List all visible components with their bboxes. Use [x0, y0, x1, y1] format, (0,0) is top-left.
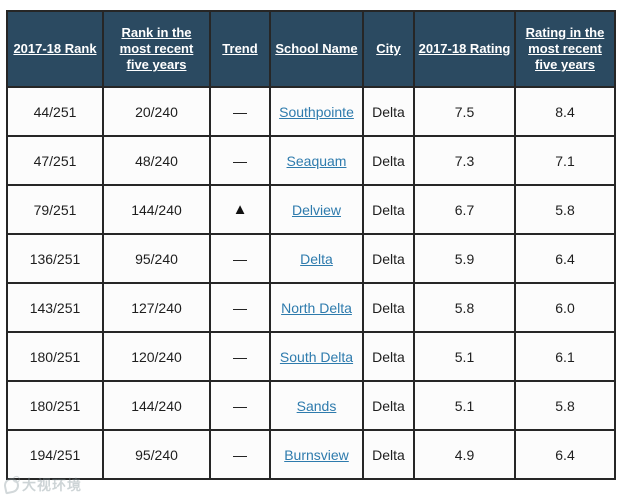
rating-recent-five-years-cell: 6.0 — [514, 282, 616, 333]
school-link[interactable]: Southpointe — [279, 103, 354, 120]
school-name-cell: Burnsview — [269, 429, 364, 480]
rank-cell: 180/251 — [6, 380, 104, 431]
city-cell: Delta — [362, 184, 415, 235]
column-header-city[interactable]: City — [362, 10, 415, 88]
column-header-trend[interactable]: Trend — [209, 10, 271, 88]
rating-cell: 6.7 — [413, 184, 516, 235]
rank-cell: 180/251 — [6, 331, 104, 382]
trend-cell: — — [209, 331, 271, 382]
trend-cell: ▲ — [209, 184, 271, 235]
city-cell: Delta — [362, 86, 415, 137]
rating-recent-five-years-cell: 8.4 — [514, 86, 616, 137]
rating-recent-five-years-cell: 7.1 — [514, 135, 616, 186]
table-row: 44/251 20/240 — Southpointe Delta 7.5 8.… — [6, 86, 616, 137]
city-cell: Delta — [362, 282, 415, 333]
trend-flat-icon: — — [233, 397, 247, 414]
trend-flat-icon: — — [233, 446, 247, 463]
trend-up-icon: ▲ — [232, 201, 248, 218]
rating-recent-five-years-cell: 6.4 — [514, 429, 616, 480]
city-cell: Delta — [362, 233, 415, 284]
trend-flat-icon: — — [233, 152, 247, 169]
school-link[interactable]: Seaquam — [286, 152, 347, 169]
trend-flat-icon: — — [233, 103, 247, 120]
table-row: 79/251 144/240 ▲ Delview Delta 6.7 5.8 — [6, 184, 616, 235]
rank-recent-five-years-cell: 127/240 — [102, 282, 211, 333]
rating-recent-five-years-cell: 6.1 — [514, 331, 616, 382]
table-row: 143/251 127/240 — North Delta Delta 5.8 … — [6, 282, 616, 333]
rating-cell: 5.8 — [413, 282, 516, 333]
rating-cell: 5.1 — [413, 380, 516, 431]
rank-recent-five-years-cell: 20/240 — [102, 86, 211, 137]
rank-recent-five-years-cell: 95/240 — [102, 429, 211, 480]
school-name-cell: North Delta — [269, 282, 364, 333]
school-link[interactable]: Delview — [291, 201, 341, 218]
rating-recent-five-years-cell: 5.8 — [514, 184, 616, 235]
trend-flat-icon: — — [233, 299, 247, 316]
column-header-rating[interactable]: 2017-18 Rating — [413, 10, 516, 88]
table-row: 180/251 144/240 — Sands Delta 5.1 5.8 — [6, 380, 616, 431]
city-cell: Delta — [362, 135, 415, 186]
school-link[interactable]: Burnsview — [284, 446, 349, 463]
rating-cell: 7.3 — [413, 135, 516, 186]
column-header-school[interactable]: School Name — [269, 10, 364, 88]
city-cell: Delta — [362, 380, 415, 431]
trend-cell: — — [209, 233, 271, 284]
rating-recent-five-years-cell: 6.4 — [514, 233, 616, 284]
school-link[interactable]: Sands — [296, 397, 337, 414]
rank-recent-five-years-cell: 120/240 — [102, 331, 211, 382]
rank-recent-five-years-cell: 95/240 — [102, 233, 211, 284]
school-name-cell: Sands — [269, 380, 364, 431]
rating-cell: 5.9 — [413, 233, 516, 284]
rating-cell: 4.9 — [413, 429, 516, 480]
table-row: 194/251 95/240 — Burnsview Delta 4.9 6.4 — [6, 429, 616, 480]
school-name-cell: Southpointe — [269, 86, 364, 137]
table-row: 47/251 48/240 — Seaquam Delta 7.3 7.1 — [6, 135, 616, 186]
school-name-cell: Seaquam — [269, 135, 364, 186]
rating-cell: 7.5 — [413, 86, 516, 137]
school-link[interactable]: North Delta — [281, 299, 352, 316]
city-cell: Delta — [362, 331, 415, 382]
table-body: 44/251 20/240 — Southpointe Delta 7.5 8.… — [6, 86, 616, 480]
header-row: 2017-18 Rank Rank in the most recent fiv… — [6, 10, 616, 88]
rank-recent-five-years-cell: 144/240 — [102, 184, 211, 235]
trend-flat-icon: — — [233, 250, 247, 267]
rank-cell: 79/251 — [6, 184, 104, 235]
rank-cell: 44/251 — [6, 86, 104, 137]
rank-cell: 47/251 — [6, 135, 104, 186]
rating-cell: 5.1 — [413, 331, 516, 382]
rank-cell: 143/251 — [6, 282, 104, 333]
school-name-cell: Delta — [269, 233, 364, 284]
rating-recent-five-years-cell: 5.8 — [514, 380, 616, 431]
rank-cell: 136/251 — [6, 233, 104, 284]
school-name-cell: South Delta — [269, 331, 364, 382]
column-header-rank[interactable]: 2017-18 Rank — [6, 10, 104, 88]
table-row: 180/251 120/240 — South Delta Delta 5.1 … — [6, 331, 616, 382]
trend-cell: — — [209, 429, 271, 480]
rank-recent-five-years-cell: 48/240 — [102, 135, 211, 186]
table-row: 136/251 95/240 — Delta Delta 5.9 6.4 — [6, 233, 616, 284]
column-header-rank5[interactable]: Rank in the most recent five years — [102, 10, 211, 88]
school-link[interactable]: Delta — [300, 250, 333, 267]
rank-recent-five-years-cell: 144/240 — [102, 380, 211, 431]
trend-cell: — — [209, 380, 271, 431]
rank-cell: 194/251 — [6, 429, 104, 480]
trend-flat-icon: — — [233, 348, 247, 365]
trend-cell: — — [209, 86, 271, 137]
school-name-cell: Delview — [269, 184, 364, 235]
trend-cell: — — [209, 135, 271, 186]
trend-cell: — — [209, 282, 271, 333]
city-cell: Delta — [362, 429, 415, 480]
school-link[interactable]: South Delta — [279, 348, 354, 365]
column-header-rating5[interactable]: Rating in the most recent five years — [514, 10, 616, 88]
school-rankings-table: 2017-18 Rank Rank in the most recent fiv… — [6, 10, 616, 480]
